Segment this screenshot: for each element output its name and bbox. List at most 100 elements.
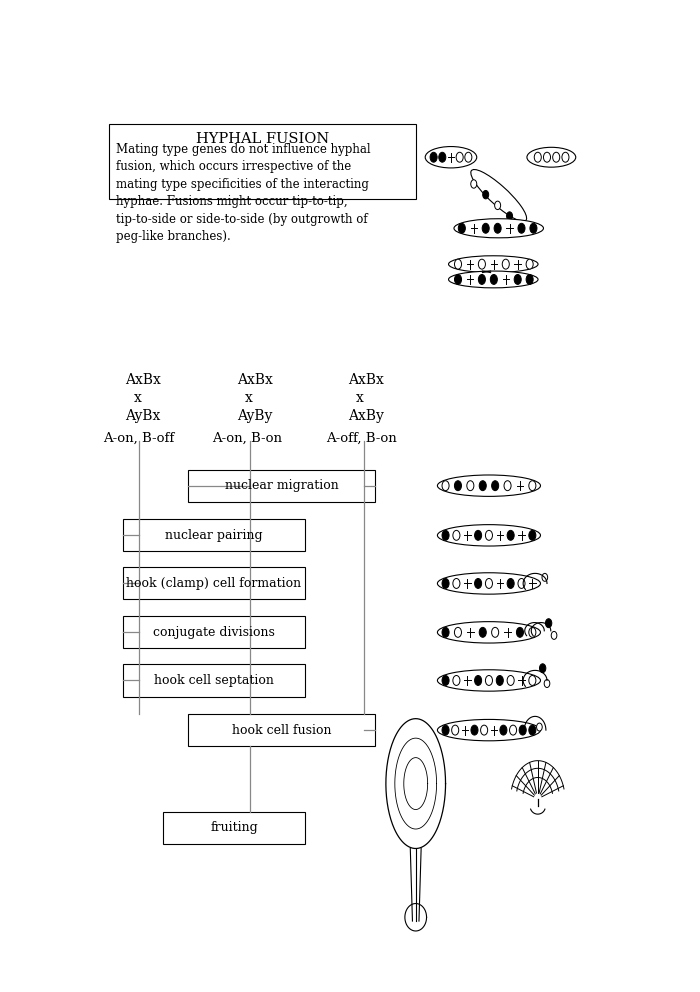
Circle shape [471, 180, 477, 188]
Text: AxBx: AxBx [125, 373, 161, 387]
Ellipse shape [438, 475, 540, 496]
Circle shape [471, 725, 478, 735]
Circle shape [482, 223, 489, 233]
Circle shape [453, 578, 460, 588]
Circle shape [491, 627, 498, 637]
Ellipse shape [454, 218, 543, 238]
Text: AyBx: AyBx [125, 410, 161, 424]
Circle shape [534, 152, 541, 163]
Ellipse shape [449, 271, 538, 288]
Text: AxBx: AxBx [348, 373, 384, 387]
Text: x: x [245, 391, 253, 405]
FancyBboxPatch shape [188, 714, 375, 746]
Circle shape [507, 578, 514, 588]
Circle shape [475, 676, 482, 685]
Circle shape [544, 680, 550, 687]
Circle shape [551, 632, 557, 640]
Circle shape [540, 664, 546, 673]
Circle shape [526, 259, 533, 269]
Ellipse shape [438, 670, 540, 691]
Circle shape [537, 723, 542, 731]
Circle shape [483, 190, 489, 198]
Text: AxBx: AxBx [237, 373, 272, 387]
Ellipse shape [449, 256, 538, 273]
FancyBboxPatch shape [122, 616, 304, 649]
Circle shape [481, 725, 488, 735]
FancyBboxPatch shape [122, 665, 304, 696]
Circle shape [454, 259, 461, 269]
Text: hook (clamp) cell formation: hook (clamp) cell formation [126, 577, 301, 590]
Circle shape [507, 212, 512, 220]
Ellipse shape [471, 170, 526, 221]
Circle shape [510, 725, 517, 735]
Text: Mating type genes do not influence hyphal
fusion, which occurs irrespective of t: Mating type genes do not influence hypha… [116, 143, 370, 243]
Circle shape [454, 275, 461, 285]
Circle shape [456, 152, 463, 163]
Text: AxBy: AxBy [348, 410, 384, 424]
Circle shape [528, 481, 536, 491]
Circle shape [528, 531, 536, 541]
Text: x: x [134, 391, 141, 405]
Circle shape [553, 152, 560, 163]
Ellipse shape [438, 525, 540, 546]
Circle shape [494, 223, 501, 233]
Ellipse shape [438, 719, 540, 741]
Circle shape [526, 275, 533, 285]
Circle shape [454, 627, 461, 637]
Circle shape [502, 259, 510, 269]
FancyBboxPatch shape [188, 469, 375, 502]
Circle shape [542, 573, 547, 581]
Circle shape [439, 152, 446, 163]
Text: A-on, B-on: A-on, B-on [212, 433, 282, 445]
Text: HYPHAL FUSION: HYPHAL FUSION [196, 132, 329, 146]
Circle shape [485, 531, 493, 541]
Circle shape [442, 627, 449, 637]
Circle shape [467, 481, 474, 491]
Circle shape [453, 676, 460, 685]
Circle shape [495, 201, 500, 209]
Text: AyBy: AyBy [237, 410, 272, 424]
Ellipse shape [438, 572, 540, 594]
FancyBboxPatch shape [122, 567, 304, 599]
Text: A-off, B-on: A-off, B-on [326, 433, 397, 445]
Circle shape [442, 676, 449, 685]
Circle shape [496, 676, 503, 685]
Circle shape [480, 627, 486, 637]
Circle shape [514, 275, 522, 285]
Circle shape [518, 578, 525, 588]
Circle shape [562, 152, 569, 163]
Circle shape [442, 578, 449, 588]
Circle shape [530, 223, 537, 233]
Circle shape [519, 725, 526, 735]
Circle shape [528, 725, 536, 735]
Ellipse shape [425, 147, 477, 168]
Circle shape [480, 481, 486, 491]
Text: fruiting: fruiting [210, 821, 258, 834]
Circle shape [485, 578, 493, 588]
Text: A-on, B-off: A-on, B-off [103, 433, 174, 445]
Circle shape [475, 531, 482, 541]
FancyBboxPatch shape [163, 811, 304, 844]
Circle shape [442, 531, 449, 541]
Circle shape [478, 259, 485, 269]
Circle shape [442, 481, 449, 491]
Circle shape [465, 152, 472, 163]
Ellipse shape [438, 622, 540, 643]
Text: hook cell septation: hook cell septation [154, 674, 274, 687]
Circle shape [507, 676, 514, 685]
Circle shape [507, 531, 514, 541]
Circle shape [504, 481, 511, 491]
Circle shape [528, 676, 536, 685]
Ellipse shape [527, 147, 575, 168]
Text: hook cell fusion: hook cell fusion [232, 723, 331, 737]
Circle shape [475, 578, 482, 588]
Circle shape [430, 152, 437, 163]
Text: nuclear migration: nuclear migration [225, 479, 338, 492]
Circle shape [518, 223, 525, 233]
FancyBboxPatch shape [122, 519, 304, 552]
Circle shape [454, 481, 461, 491]
Circle shape [490, 275, 498, 285]
FancyBboxPatch shape [109, 124, 416, 199]
Circle shape [478, 275, 485, 285]
Text: x: x [356, 391, 364, 405]
